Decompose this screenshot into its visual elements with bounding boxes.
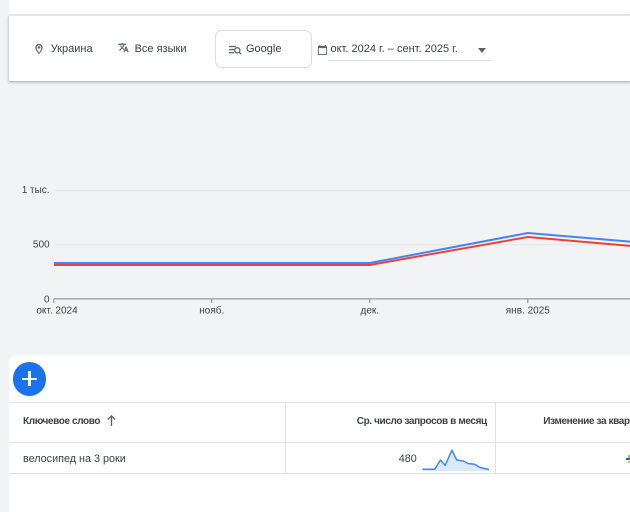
svg-text:окт. 2024: окт. 2024: [36, 306, 78, 317]
svg-text:нояб.: нояб.: [199, 305, 224, 317]
svg-text:0: 0: [44, 294, 50, 305]
svg-text:дек.: дек.: [361, 306, 380, 317]
svg-text:500: 500: [33, 240, 50, 251]
svg-text:янв. 2025: янв. 2025: [506, 306, 550, 317]
svg-text:1 тыс.: 1 тыс.: [22, 185, 50, 196]
